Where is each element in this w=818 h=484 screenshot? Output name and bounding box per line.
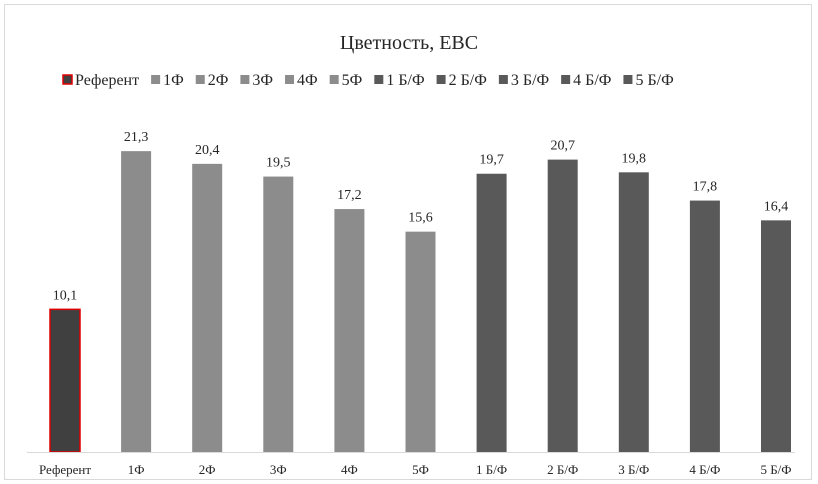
x-tick-label-6: 1 Б/Ф bbox=[476, 462, 507, 477]
legend-swatch-10 bbox=[623, 75, 633, 84]
legend-swatch-2 bbox=[195, 75, 205, 84]
legend-swatch-9 bbox=[561, 75, 571, 84]
data-label-10: 16,4 bbox=[764, 199, 789, 214]
bar-9 bbox=[689, 200, 720, 452]
legend-label-8: 3 Б/Ф bbox=[511, 72, 549, 89]
legend-swatch-4 bbox=[285, 75, 295, 84]
legend-label-6: 1 Б/Ф bbox=[386, 72, 424, 89]
data-label-2: 20,4 bbox=[195, 143, 220, 158]
legend-label-10: 5 Б/Ф bbox=[635, 72, 673, 89]
bar-7 bbox=[547, 159, 578, 453]
bar-5 bbox=[405, 231, 436, 452]
legend-swatch-1 bbox=[151, 75, 161, 84]
x-tick-label-1: 1Ф bbox=[128, 462, 145, 477]
legend-label-7: 2 Б/Ф bbox=[449, 72, 487, 89]
chart-title: Цветность, ЕВС bbox=[340, 32, 478, 54]
chart-svg: Цветность, ЕВС Референт 1Ф 2Ф 3Ф 4Ф 5Ф 1 Б/Ф 2 … bbox=[27, 32, 795, 477]
bar-10 bbox=[761, 220, 791, 452]
data-label-8: 19,8 bbox=[622, 151, 647, 166]
legend-swatch-5 bbox=[329, 75, 339, 84]
legend-swatch-7 bbox=[436, 75, 446, 84]
x-tick-label-3: 3Ф bbox=[270, 462, 287, 477]
x-tick-label-9: 4 Б/Ф bbox=[689, 462, 720, 477]
x-tick-label-5: 5Ф bbox=[412, 462, 429, 477]
bar-6 bbox=[476, 173, 507, 453]
legend-swatch-6 bbox=[374, 75, 384, 84]
data-label-3: 19,5 bbox=[266, 156, 291, 171]
x-tick-label-2: 2Ф bbox=[199, 462, 216, 477]
data-label-7: 20,7 bbox=[550, 139, 575, 154]
data-label-6: 19,7 bbox=[479, 153, 504, 168]
legend-label-4: 4Ф bbox=[297, 72, 318, 89]
bar-0 bbox=[49, 308, 81, 453]
data-label-9: 17,8 bbox=[693, 180, 718, 195]
bar-1 bbox=[121, 151, 152, 452]
legend-label-3: 3Ф bbox=[252, 72, 273, 89]
data-label-4: 17,2 bbox=[337, 188, 362, 203]
bar-8 bbox=[618, 172, 649, 452]
legend-label-2: 2Ф bbox=[208, 72, 229, 89]
x-tick-label-0: Референт bbox=[39, 462, 91, 477]
bar-2 bbox=[192, 163, 223, 452]
bars bbox=[49, 151, 791, 453]
legend-label-5: 5Ф bbox=[342, 72, 363, 89]
legend-label-0: Референт bbox=[75, 72, 139, 89]
x-tick-label-7: 2 Б/Ф bbox=[547, 462, 578, 477]
bar-4 bbox=[334, 209, 365, 452]
legend-swatch-3 bbox=[240, 75, 250, 84]
legend-swatch-8 bbox=[498, 75, 508, 84]
x-tick-label-8: 3 Б/Ф bbox=[618, 462, 649, 477]
legend-label-1: 1Ф bbox=[163, 72, 184, 89]
x-tick-label-4: 4Ф bbox=[341, 462, 358, 477]
data-label-5: 15,6 bbox=[408, 211, 433, 226]
legend-label-9: 4 Б/Ф bbox=[573, 72, 611, 89]
legend: Референт 1Ф 2Ф 3Ф 4Ф 5Ф 1 Б/Ф 2 Б/Ф 3 Б/Ф 4 Б/Ф 5 … bbox=[62, 72, 674, 89]
x-tick-label-10: 5 Б/Ф bbox=[760, 462, 791, 477]
chart-frame: Цветность, ЕВС Референт 1Ф 2Ф 3Ф 4Ф 5Ф 1 Б/Ф 2 … bbox=[4, 4, 812, 480]
x-tick-labels: Референт 1Ф 2Ф 3Ф 4Ф 5Ф 1 Б/Ф 2 Б/Ф 3 Б/Ф 4 Б/Ф 5 … bbox=[39, 462, 792, 477]
value-labels: 10,1 21,3 20,4 19,5 17,2 15,6 19,7 20,7 19,8 17,8… bbox=[53, 130, 789, 303]
bar-3 bbox=[263, 176, 294, 452]
legend-swatch-0 bbox=[62, 74, 73, 85]
data-label-0: 10,1 bbox=[53, 288, 78, 303]
data-label-1: 21,3 bbox=[124, 130, 149, 145]
